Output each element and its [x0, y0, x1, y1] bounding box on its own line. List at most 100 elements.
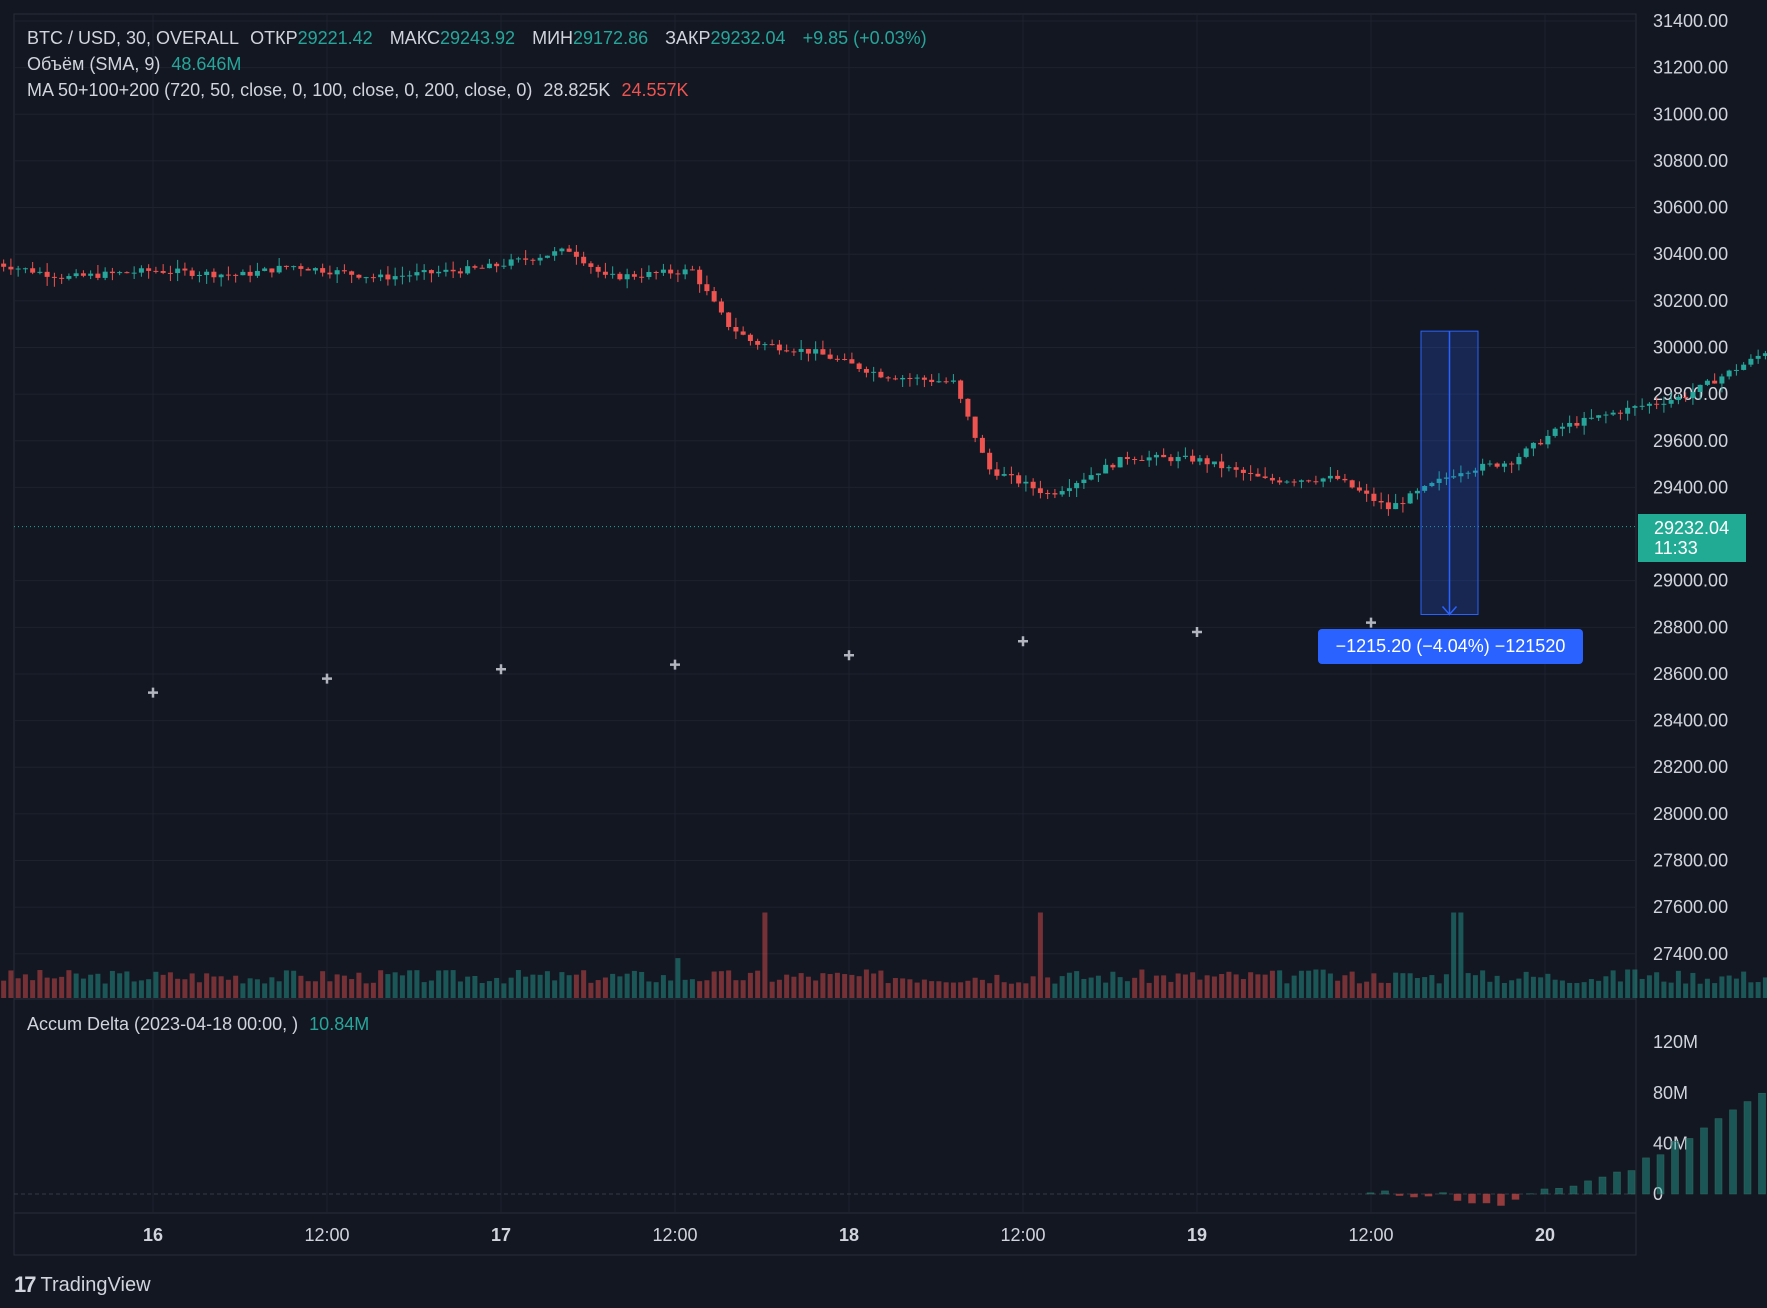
delta-bar [1700, 1127, 1708, 1195]
volume-bar [711, 971, 717, 998]
candle-body [1639, 405, 1645, 407]
measure-label[interactable]: −1215.20 (−4.04%) −121520 [1318, 629, 1583, 664]
volume-bar [1103, 982, 1109, 998]
volume-bar [842, 974, 848, 998]
volume-bar [1240, 979, 1246, 998]
candle-body [885, 377, 891, 379]
candle-body [863, 368, 869, 373]
candle-body [1219, 461, 1225, 469]
candle-body [907, 377, 913, 379]
volume-bar [1161, 975, 1167, 998]
volume-bar [1690, 972, 1696, 998]
candle-body [595, 266, 601, 272]
candle-body [95, 273, 101, 278]
candle-body [1697, 384, 1703, 392]
candle-body [1364, 490, 1370, 494]
volume-bar [146, 979, 152, 998]
volume-bar [1023, 983, 1029, 998]
candle-body [1016, 475, 1022, 484]
candle-body [943, 381, 949, 383]
volume-bar [834, 972, 840, 998]
candle-body [378, 274, 384, 278]
delta-bar [1598, 1176, 1607, 1195]
candle-body [1226, 467, 1232, 469]
candle-body [44, 271, 50, 277]
volume-bar [660, 975, 666, 998]
candle-body [1443, 477, 1449, 479]
volume-bar [218, 976, 224, 998]
volume-bar [1001, 982, 1007, 998]
candle-body [1414, 490, 1420, 494]
time-tick-label: 18 [839, 1225, 859, 1245]
candle-body [1, 263, 7, 267]
candle-body [1277, 480, 1283, 483]
volume-bar [1342, 975, 1348, 998]
price-tick-label: 27600.00 [1653, 897, 1728, 917]
volume-bar [914, 982, 920, 998]
volume-bar [1269, 970, 1275, 998]
volume-bar [762, 912, 768, 998]
volume-bar [1124, 981, 1130, 998]
candle-body [240, 271, 246, 276]
price-tick-label: 28600.00 [1653, 664, 1728, 684]
legend-accum-delta[interactable]: Accum Delta (2023-04-18 00:00, ) 10.84M [27, 1014, 375, 1035]
volume-bar [1712, 983, 1718, 998]
price-tick-label: 30200.00 [1653, 291, 1728, 311]
volume-bar [370, 982, 376, 998]
volume-bar [566, 975, 572, 998]
volume-bar [791, 976, 797, 998]
volume-bar [1291, 975, 1297, 998]
volume-bar [1639, 978, 1645, 998]
price-tick-label: 28400.00 [1653, 711, 1728, 731]
legend-volume[interactable]: Объём (SMA, 9) 48.646M [27, 54, 247, 75]
candle-body [1037, 488, 1043, 494]
volume-bar [863, 969, 869, 998]
candle-body [979, 437, 985, 453]
candle-body [936, 381, 942, 383]
candle-body [1385, 502, 1391, 510]
candle-body [834, 358, 840, 360]
candle-body [1306, 480, 1312, 482]
candle-body [1233, 467, 1239, 470]
price-tick-label: 28800.00 [1653, 617, 1728, 637]
volume-bar [51, 978, 57, 998]
candle-body [566, 248, 572, 252]
candle-body [1066, 488, 1072, 492]
candle-body [1588, 417, 1594, 419]
tradingview-logo[interactable]: 17 TradingView [14, 1272, 151, 1298]
candle-body [602, 271, 608, 275]
delta-bar [1729, 1109, 1737, 1195]
candle-body [1110, 464, 1116, 468]
volume-bar [769, 981, 775, 998]
volume-bar [167, 972, 173, 998]
volume-bar [443, 970, 449, 998]
candle-body [298, 266, 304, 269]
candle-body [1472, 470, 1478, 473]
volume-bar [1523, 971, 1529, 998]
legend-ma[interactable]: MA 50+100+200 (720, 50, close, 0, 100, c… [27, 80, 695, 101]
volume-bar [1675, 970, 1681, 998]
volume-bar [1494, 975, 1500, 998]
volume-bar [1066, 972, 1072, 998]
volume-bar [465, 976, 471, 998]
candle-body [262, 268, 268, 271]
volume-bar [1132, 977, 1138, 998]
volume-bar [1465, 973, 1471, 998]
candle-body [1139, 459, 1145, 461]
volume-bar [385, 974, 391, 998]
volume-bar [602, 977, 608, 998]
delta-bar [1627, 1170, 1636, 1195]
candle-body [1095, 473, 1101, 476]
price-tick-label: 28000.00 [1653, 804, 1728, 824]
candle-body [399, 275, 405, 277]
volume-bar [1037, 912, 1043, 998]
candle-body [1451, 476, 1457, 478]
volume-bars [1, 912, 1767, 998]
candle-body [1190, 455, 1196, 462]
candle-body [349, 271, 355, 275]
candle-body [1726, 370, 1732, 377]
price-tick-label: 27800.00 [1653, 851, 1728, 871]
candle-body [1284, 481, 1290, 483]
candle-body [254, 270, 260, 276]
